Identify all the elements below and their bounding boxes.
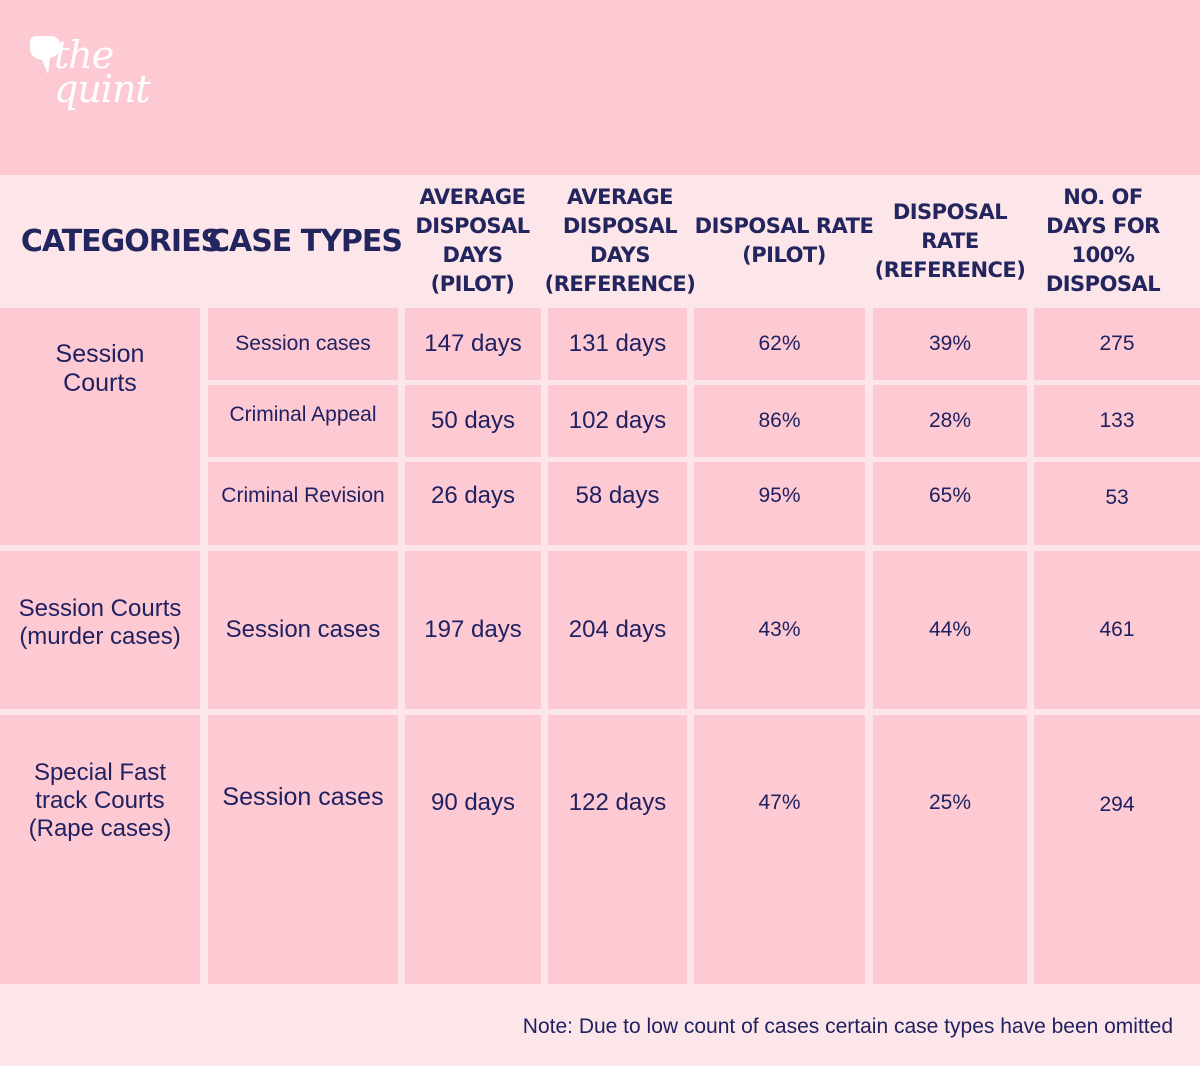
avg-reference-value: 204 days [568, 616, 667, 643]
header-avg-reference: AVERAGE DISPOSAL DAYS (REFERENCE) [544, 175, 696, 307]
case-type-cell: Criminal Appeal [208, 385, 398, 457]
days-full-value: 461 [1099, 618, 1135, 641]
rate-reference-value: 44% [928, 618, 972, 641]
header-categories-label: CATEGORIES [20, 223, 222, 259]
rate-reference-value: 39% [928, 332, 972, 355]
header-rate-reference: DISPOSAL RATE (REFERENCE) [870, 175, 1030, 307]
header-avg-pilot-label: AVERAGE DISPOSAL DAYS (PILOT) [415, 185, 530, 296]
rate-reference-cell: 65% [873, 462, 1027, 545]
days-full-cell: 53 [1034, 462, 1200, 545]
avg-reference-value: 122 days [568, 789, 667, 816]
header-days-full: NO. OF DAYS FOR 100% DISPOSAL [1033, 175, 1173, 307]
case-type-label: Session cases [235, 332, 371, 355]
days-full-value: 53 [1105, 486, 1129, 509]
the-quint-logo-icon [30, 36, 60, 74]
header-rate-pilot: DISPOSAL RATE (PILOT) [694, 175, 874, 307]
avg-reference-cell: 204 days [548, 551, 687, 709]
avg-pilot-cell: 197 days [405, 551, 541, 709]
case-type-cell: Session cases [208, 715, 398, 984]
rate-reference-value: 65% [928, 484, 972, 507]
category-cell: Special Fast track Courts (Rape cases) [0, 715, 200, 984]
rate-pilot-cell: 86% [694, 385, 865, 457]
case-type-cell: Session cases [208, 308, 398, 380]
header-rate-reference-label: DISPOSAL RATE (REFERENCE) [874, 199, 1026, 282]
header-rate-pilot-label: DISPOSAL RATE (PILOT) [694, 214, 874, 267]
rate-pilot-value: 43% [758, 618, 801, 641]
rate-pilot-cell: 95% [694, 462, 865, 545]
category-label: Session Courts (murder cases) [18, 595, 182, 650]
brand-line-2: quint [54, 67, 151, 111]
avg-reference-value: 102 days [568, 407, 667, 434]
category-cell: Session Courts [0, 308, 200, 545]
brand-wordmark: the quint [54, 33, 151, 111]
rate-reference-cell: 39% [873, 308, 1027, 380]
rate-pilot-cell: 47% [694, 715, 865, 984]
rate-pilot-value: 86% [758, 409, 801, 432]
header-days-full-label: NO. OF DAYS FOR 100% DISPOSAL [1045, 185, 1161, 296]
rate-pilot-value: 62% [758, 332, 801, 355]
days-full-cell: 133 [1034, 385, 1200, 457]
avg-reference-value: 58 days [575, 482, 660, 509]
category-label: Special Fast track Courts (Rape cases) [28, 759, 172, 842]
avg-pilot-cell: 147 days [405, 308, 541, 380]
table-header-band [0, 175, 1200, 307]
rate-pilot-value: 95% [758, 484, 801, 507]
case-type-label: Criminal Appeal [229, 403, 377, 426]
rate-reference-cell: 28% [873, 385, 1027, 457]
avg-pilot-cell: 90 days [405, 715, 541, 984]
category-cell: Session Courts (murder cases) [0, 551, 200, 709]
rate-reference-cell: 25% [873, 715, 1027, 984]
days-full-value: 133 [1099, 409, 1135, 432]
avg-pilot-value: 26 days [430, 482, 516, 509]
case-type-label: Session cases [225, 616, 381, 643]
footnote: Note: Due to low count of cases certain … [522, 1015, 1173, 1038]
case-type-cell: Criminal Revision [208, 462, 398, 545]
days-full-cell: 294 [1034, 715, 1200, 984]
case-type-cell: Session cases [208, 551, 398, 709]
rate-reference-value: 25% [928, 791, 972, 814]
header-categories: CATEGORIES [10, 175, 232, 307]
header-case-types-label: CASE TYPES [207, 223, 403, 259]
case-type-label: Criminal Revision [221, 484, 385, 507]
avg-reference-value: 131 days [568, 330, 667, 357]
days-full-value: 294 [1099, 793, 1135, 816]
brand-line-1: the [54, 33, 114, 77]
header-avg-pilot: AVERAGE DISPOSAL DAYS (PILOT) [404, 175, 541, 307]
avg-reference-cell: 122 days [548, 715, 687, 984]
avg-pilot-value: 90 days [430, 789, 516, 816]
category-label: Session Courts [55, 340, 145, 397]
header-avg-reference-label: AVERAGE DISPOSAL DAYS (REFERENCE) [544, 185, 696, 296]
rate-pilot-cell: 62% [694, 308, 865, 380]
rate-reference-value: 28% [928, 409, 972, 432]
days-full-cell: 461 [1034, 551, 1200, 709]
avg-pilot-value: 50 days [430, 407, 516, 434]
avg-reference-cell: 58 days [548, 462, 687, 545]
top-banner [0, 0, 1200, 175]
days-full-cell: 275 [1034, 308, 1200, 380]
avg-pilot-cell: 50 days [405, 385, 541, 457]
rate-pilot-cell: 43% [694, 551, 865, 709]
days-full-value: 275 [1099, 332, 1135, 355]
avg-pilot-value: 197 days [424, 616, 522, 643]
rate-reference-cell: 44% [873, 551, 1027, 709]
avg-reference-cell: 131 days [548, 308, 687, 380]
rate-pilot-value: 47% [758, 791, 801, 814]
header-case-types: CASE TYPES [207, 175, 403, 307]
avg-pilot-value: 147 days [424, 330, 522, 357]
avg-reference-cell: 102 days [548, 385, 687, 457]
avg-pilot-cell: 26 days [405, 462, 541, 545]
case-type-label: Session cases [222, 783, 384, 811]
